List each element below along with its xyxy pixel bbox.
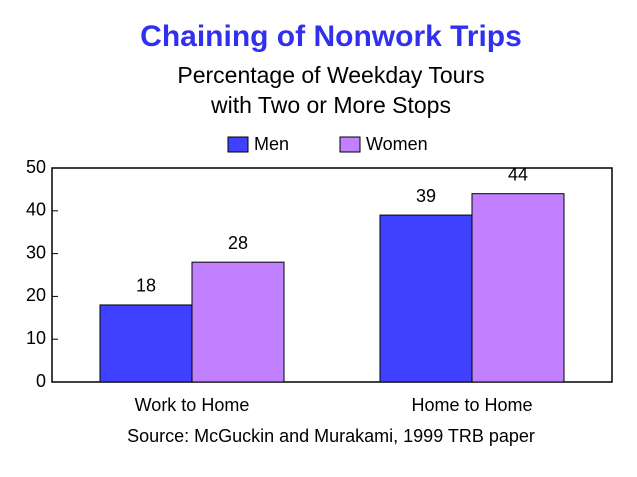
bar — [99, 304, 193, 383]
plot-frame — [51, 167, 613, 383]
y-tick-label: 50 — [26, 157, 46, 177]
y-tick-label: 40 — [26, 200, 46, 220]
legend-swatch — [227, 136, 249, 153]
data-label: 39 — [416, 186, 436, 206]
chart-subtitle: Percentage of Weekday Tours — [177, 62, 484, 88]
x-tick-label: Home to Home — [411, 395, 532, 415]
chart-title: Chaining of Nonwork Trips — [140, 20, 522, 53]
data-label: 18 — [136, 276, 156, 296]
y-tick-label: 20 — [26, 285, 46, 305]
source-note: Source: McGuckin and Murakami, 1999 TRB … — [127, 426, 535, 446]
legend-label: Women — [366, 134, 428, 154]
legend-label: Men — [254, 134, 289, 154]
bar — [191, 261, 285, 383]
x-tick-label: Work to Home — [135, 395, 250, 415]
y-tick-label: 0 — [36, 371, 46, 391]
data-label: 28 — [228, 233, 248, 253]
chart-subtitle: with Two or More Stops — [210, 92, 451, 118]
legend-swatch — [339, 136, 361, 153]
bar — [379, 214, 473, 383]
bar — [471, 193, 565, 383]
data-label: 44 — [508, 164, 528, 184]
y-tick-label: 30 — [26, 242, 46, 262]
y-tick-label: 10 — [26, 328, 46, 348]
